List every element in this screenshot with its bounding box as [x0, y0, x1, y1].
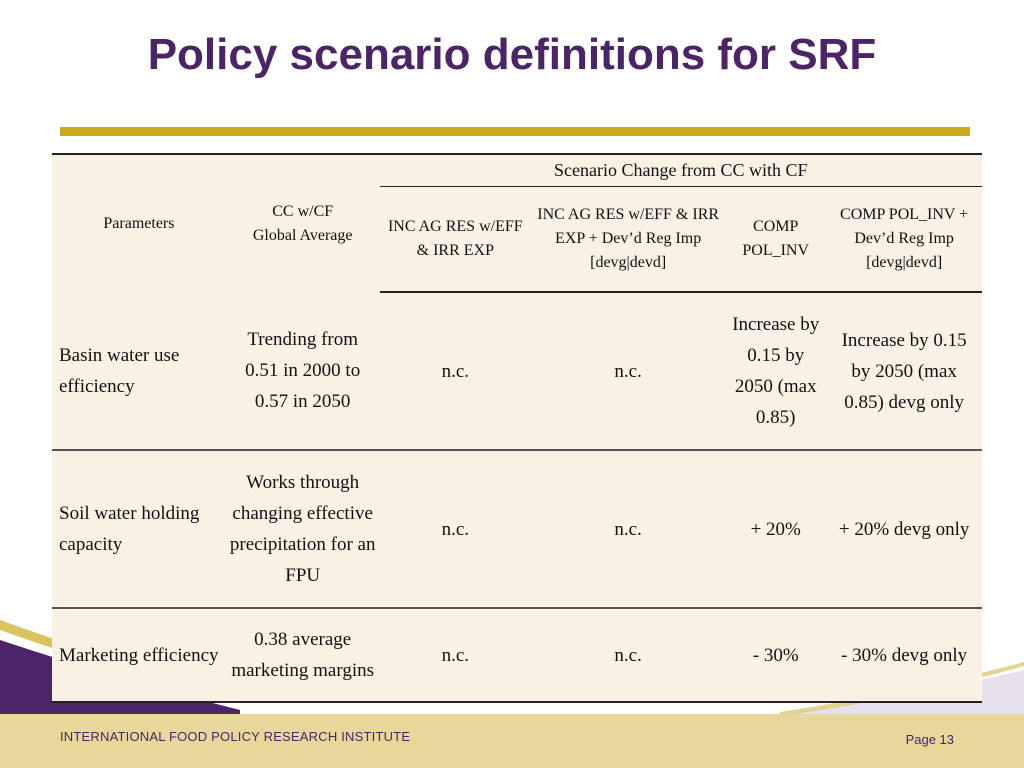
table-row: Marketing efficiency 0.38 average market…: [52, 607, 982, 703]
row-cell: + 20%: [725, 449, 827, 608]
header-baseline-line2: Global Average: [252, 226, 353, 244]
header-scenario-group: Scenario Change from CC with CF: [379, 153, 982, 186]
table-row: Basin water use efficiency Trending from…: [52, 292, 982, 450]
row-cell: n.c.: [531, 607, 726, 703]
policy-scenario-table: Parameters CC w/CF Global Average Scenar…: [52, 153, 982, 703]
row-cell: Increase by 0.15 by 2050 (max 0.85) devg…: [826, 292, 982, 450]
header-col-comp-pol-inv: COMP POL_INV: [725, 185, 827, 293]
row-param: Basin water use efficiency: [52, 292, 226, 450]
header-col-inc-ag-res: INC AG RES w/EFF & IRR EXP: [379, 185, 532, 293]
row-cell: + 20% devg only: [826, 449, 982, 608]
row-baseline: 0.38 average marketing margins: [225, 607, 380, 703]
row-cell: n.c.: [379, 449, 532, 608]
header-col-inc-ag-res-devd: INC AG RES w/EFF & IRR EXP + Dev’d Reg I…: [531, 185, 726, 293]
page-number: Page 13: [905, 732, 954, 747]
row-baseline: Works through changing effective precipi…: [225, 449, 380, 608]
row-cell: n.c.: [531, 449, 726, 608]
header-parameters: Parameters: [52, 153, 226, 292]
row-cell: Increase by 0.15 by 2050 (max 0.85): [725, 292, 827, 450]
row-param: Marketing efficiency: [52, 607, 226, 703]
row-cell: n.c.: [379, 607, 532, 703]
footer-bar: [0, 714, 1024, 768]
row-baseline: Trending from 0.51 in 2000 to 0.57 in 20…: [225, 292, 380, 450]
page-title: Policy scenario definitions for SRF: [147, 30, 877, 79]
row-cell: - 30%: [725, 607, 827, 703]
header-baseline-line1: CC w/CF: [272, 202, 334, 220]
header-col-comp-pol-inv-devd: COMP POL_INV + Dev’d Reg Imp [devg|devd]: [826, 185, 982, 293]
row-cell: - 30% devg only: [826, 607, 982, 703]
title-divider: [60, 127, 970, 136]
header-baseline: CC w/CF Global Average: [225, 153, 380, 292]
row-cell: n.c.: [531, 292, 726, 450]
row-param: Soil water holding capacity: [52, 449, 226, 608]
row-cell: n.c.: [379, 292, 532, 450]
footer-organization: INTERNATIONAL FOOD POLICY RESEARCH INSTI…: [60, 729, 411, 744]
table-row: Soil water holding capacity Works throug…: [52, 449, 982, 608]
